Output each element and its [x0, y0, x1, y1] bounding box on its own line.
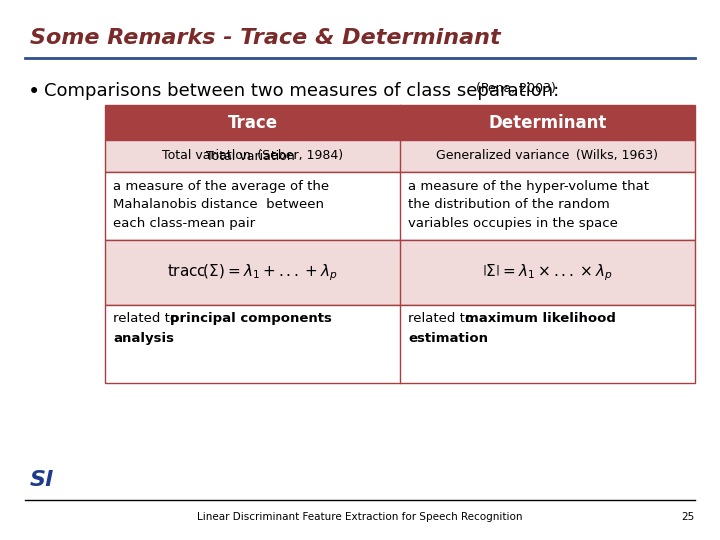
- Text: estimation: estimation: [408, 332, 488, 345]
- Bar: [105, 172, 695, 240]
- Text: a measure of the hyper-volume that
the distribution of the random
variables occu: a measure of the hyper-volume that the d…: [408, 180, 649, 230]
- Text: 25: 25: [682, 512, 695, 522]
- Text: related to: related to: [113, 312, 182, 325]
- Text: Total variation  (Seber, 1984): Total variation (Seber, 1984): [162, 150, 343, 163]
- Text: Sl: Sl: [30, 470, 53, 490]
- Text: related to: related to: [408, 312, 477, 325]
- Text: Trace: Trace: [228, 113, 278, 132]
- Text: Linear Discriminant Feature Extraction for Speech Recognition: Linear Discriminant Feature Extraction f…: [197, 512, 523, 522]
- Text: $\mathrm{tracc}\!\left(\Sigma\right)=\lambda_1+...+\lambda_p$: $\mathrm{tracc}\!\left(\Sigma\right)=\la…: [167, 262, 338, 283]
- Text: $\left|\Sigma\right|=\lambda_1\times...\times\lambda_p$: $\left|\Sigma\right|=\lambda_1\times...\…: [482, 262, 613, 283]
- Bar: [105, 105, 695, 140]
- Text: Total variation: Total variation: [206, 150, 299, 163]
- Text: •: •: [28, 82, 40, 102]
- Bar: [105, 305, 695, 383]
- Text: analysis: analysis: [113, 332, 174, 345]
- Text: Comparisons between two measures of class separation:: Comparisons between two measures of clas…: [44, 82, 559, 100]
- Text: principal components: principal components: [170, 312, 332, 325]
- Text: Generalized variance  (Wilks, 1963): Generalized variance (Wilks, 1963): [436, 150, 659, 163]
- Text: (Pena, 2003): (Pena, 2003): [472, 82, 556, 95]
- Text: Determinant: Determinant: [488, 113, 607, 132]
- Bar: [105, 140, 695, 172]
- Bar: [105, 240, 695, 305]
- Text: maximum likelihood: maximum likelihood: [465, 312, 616, 325]
- Text: Some Remarks - Trace & Determinant: Some Remarks - Trace & Determinant: [30, 28, 500, 48]
- Text: a measure of the average of the
Mahalanobis distance  between
each class-mean pa: a measure of the average of the Mahalano…: [113, 180, 329, 230]
